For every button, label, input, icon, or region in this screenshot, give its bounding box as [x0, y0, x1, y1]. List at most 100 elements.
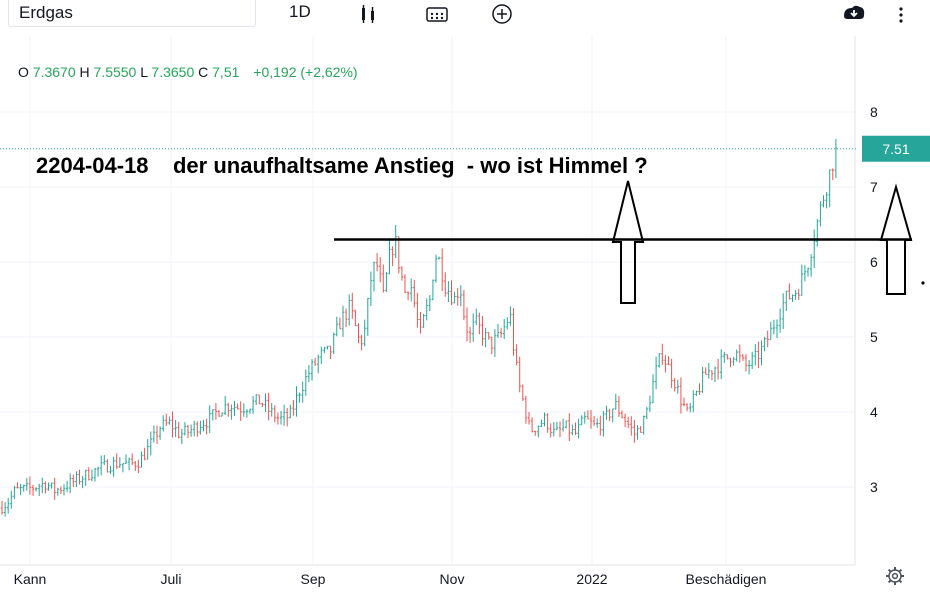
ohlc-bar: [472, 313, 475, 342]
time-axis: Kann Juli Sep Nov 2022 Beschädigen: [14, 571, 767, 587]
arrow-up-drawing-2: [879, 183, 913, 295]
ohlc-bar: [16, 482, 19, 489]
ohlc-bar: [698, 383, 701, 395]
candles-icon[interactable]: [356, 2, 382, 26]
ohlc-bar: [385, 271, 388, 292]
ohlc-bars: [0, 138, 838, 517]
ohlc-bar: [803, 265, 807, 282]
ohlc-bar: [134, 461, 137, 471]
ohlc-bar: [341, 305, 345, 337]
ohlc-bar: [654, 356, 658, 390]
ohlc-bar: [388, 238, 391, 275]
settings-gear-icon[interactable]: [886, 567, 904, 585]
ohlc-bar: [140, 451, 143, 468]
indicators-icon[interactable]: [424, 2, 450, 26]
ohlc-bar: [428, 295, 431, 311]
ohlc-bar: [819, 201, 822, 227]
ohlc-bar: [109, 465, 112, 474]
ohlc-bar: [565, 420, 568, 429]
ohlc-bar: [676, 379, 679, 394]
ohlc-bar: [419, 311, 422, 334]
ohlc-bar: [642, 415, 645, 435]
ohlc-bar: [434, 254, 438, 283]
ohlc-bar: [478, 312, 481, 335]
ohlc-bar: [25, 478, 28, 491]
ohlc-bar: [766, 330, 769, 348]
ohlc-bar: [701, 366, 704, 393]
compare-add-icon[interactable]: [489, 2, 515, 26]
ohlc-bar: [165, 413, 168, 426]
ohlc-bar: [583, 411, 586, 424]
ohlc-bar: [465, 307, 469, 342]
dot-marker: [921, 281, 925, 285]
ohlc-bar: [462, 289, 466, 321]
ohlc-bar: [50, 482, 53, 489]
ohlc-bar: [623, 413, 627, 428]
ohlc-bar: [689, 403, 692, 413]
ohlc-bar: [453, 291, 456, 304]
ohlc-bar: [716, 358, 720, 380]
ohlc-bar: [87, 467, 90, 481]
ohlc-bar: [90, 469, 94, 482]
ohlc-bar: [65, 480, 69, 493]
ohlc-bar: [233, 401, 236, 417]
ohlc-bar: [800, 264, 803, 296]
ohlc-bar: [124, 454, 128, 465]
ohlc-bar: [754, 344, 757, 366]
ohlc-bar: [230, 404, 233, 420]
ohlc-bar: [760, 340, 763, 366]
ohlc-bar: [729, 357, 732, 368]
ohlc-bar: [527, 412, 531, 425]
ohlc-bar: [782, 293, 785, 330]
ohlc-bar: [186, 424, 190, 439]
ohlc-bar: [639, 426, 642, 433]
symbol-search-field[interactable]: Erdgas: [8, 0, 256, 27]
ohlc-bar: [394, 225, 397, 259]
ohlc-bar: [22, 484, 25, 492]
ohlc-bar: [307, 365, 311, 383]
ohlc-bar: [47, 482, 50, 491]
ohlc-bar: [270, 402, 273, 417]
ohlc-bar: [149, 431, 152, 456]
ohlc-bar: [360, 334, 363, 351]
ohlc-bar: [267, 392, 270, 421]
more-vertical-icon[interactable]: [888, 2, 914, 26]
ohlc-bar: [574, 422, 577, 435]
ohlc-bar: [571, 424, 574, 436]
ohlc-bar: [279, 410, 283, 425]
high-label: H: [79, 64, 90, 80]
ohlc-bar: [822, 195, 825, 208]
ohlc-bar: [450, 280, 453, 306]
ohlc-bar: [577, 418, 580, 439]
ohlc-bar: [599, 415, 602, 436]
chart-toolbar: Erdgas 1D: [0, 0, 930, 36]
interval-button[interactable]: 1D: [289, 2, 311, 21]
ohlc-bar: [363, 319, 366, 347]
ohlc-bar: [189, 424, 193, 437]
ohlc-bar: [10, 490, 13, 509]
symbol-name: Erdgas: [19, 3, 73, 22]
ohlc-bar: [614, 393, 617, 410]
price-tick-label: 3: [870, 479, 878, 495]
ohlc-bar: [183, 422, 187, 436]
ohlc-bar: [248, 408, 252, 414]
ohlc-bar: [806, 267, 810, 277]
ohlc-bar: [831, 168, 834, 180]
ohlc-bar: [620, 410, 624, 419]
ohlc-bar: [295, 386, 298, 417]
ohlc-bar: [292, 399, 295, 416]
snapshot-download-icon[interactable]: [841, 2, 867, 26]
close-label: C: [198, 64, 209, 80]
price-axis: 3 4 5 6 7 8: [870, 104, 878, 495]
ohlc-bar: [227, 402, 230, 417]
ohlc-bar: [28, 476, 32, 495]
ohlc-bar: [115, 453, 118, 469]
ohlc-bar: [217, 410, 221, 417]
ohlc-bar: [158, 426, 162, 440]
ohlc-bar: [825, 191, 828, 209]
time-tick-label: Kann: [14, 571, 47, 587]
ohlc-bar: [645, 406, 648, 420]
ohlc-bar: [484, 327, 487, 348]
ohlc-bar: [13, 485, 16, 500]
